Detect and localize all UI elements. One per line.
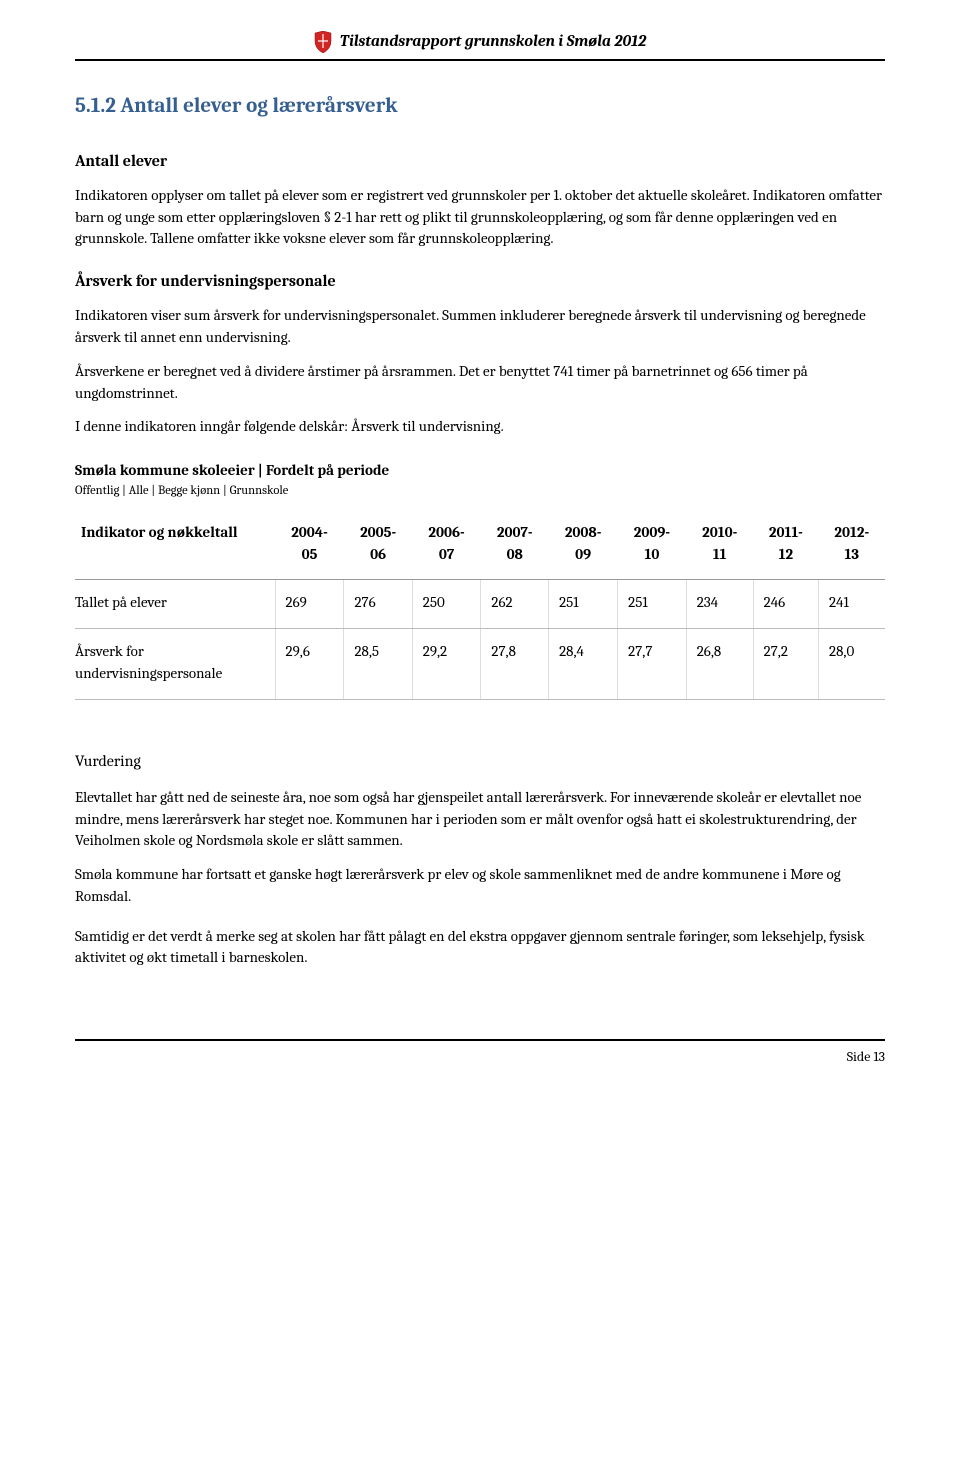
data-table: Indikator og nøkkeltall 2004-05 2005-06 …: [75, 512, 885, 700]
cell-value: 276: [344, 580, 412, 629]
table-title: Smøla kommune skoleeier | Fordelt på per…: [75, 460, 885, 482]
cell-value: 29,2: [412, 629, 481, 700]
col-header-period: 2004-05: [275, 512, 344, 580]
paragraph-aarsverk-1: Indikatoren viser sum årsverk for underv…: [75, 305, 885, 349]
header-title: Tilstandsrapport grunnskolen i Smøla 201…: [340, 30, 647, 53]
cell-value: 26,8: [686, 629, 753, 700]
col-header-period: 2010-11: [686, 512, 753, 580]
vurdering-heading: Vurdering: [75, 750, 885, 773]
table-subtitle: Offentlig | Alle | Begge kjønn | Grunnsk…: [75, 482, 885, 500]
page-number: Side 13: [75, 1047, 885, 1067]
paragraph-antall-elever: Indikatoren opplyser om tallet på elever…: [75, 185, 885, 250]
cell-value: 27,8: [481, 629, 549, 700]
header-divider: [75, 59, 885, 61]
table-row: Årsverk for undervisningspersonale 29,6 …: [75, 629, 885, 700]
period-label: 2005-06: [360, 523, 396, 563]
cell-value: 241: [819, 580, 885, 629]
col-header-period: 2005-06: [344, 512, 412, 580]
col-header-period: 2012-13: [819, 512, 885, 580]
cell-value: 250: [412, 580, 481, 629]
cell-value: 27,2: [753, 629, 818, 700]
col-header-period: 2011-12: [753, 512, 818, 580]
row-label: Tallet på elever: [75, 580, 275, 629]
row-label: Årsverk for undervisningspersonale: [75, 629, 275, 700]
vurdering-para-3: Samtidig er det verdt å merke seg at sko…: [75, 926, 885, 970]
period-label: 2004-05: [291, 523, 328, 563]
cell-value: 234: [686, 580, 753, 629]
period-label: 2010-11: [702, 523, 737, 563]
cell-value: 28,0: [819, 629, 885, 700]
vurdering-para-2: Smøla kommune har fortsatt et ganske høg…: [75, 864, 885, 908]
cell-value: 29,6: [275, 629, 344, 700]
paragraph-aarsverk-2: Årsverkene er beregnet ved å dividere år…: [75, 361, 885, 405]
cell-value: 251: [618, 580, 687, 629]
col-header-period: 2006-07: [412, 512, 481, 580]
section-heading: 5.1.2 Antall elever og lærerårsverk: [75, 91, 885, 121]
col-header-period: 2009-10: [618, 512, 687, 580]
period-label: 2012-13: [834, 523, 869, 563]
col-header-indicator: Indikator og nøkkeltall: [75, 512, 275, 580]
cell-value: 28,5: [344, 629, 412, 700]
col-header-period: 2007-08: [481, 512, 549, 580]
period-label: 2011-12: [769, 523, 803, 563]
vurdering-para-1: Elevtallet har gått ned de seineste åra,…: [75, 787, 885, 852]
cell-value: 28,4: [549, 629, 618, 700]
footer-divider: [75, 1039, 885, 1041]
col-header-period: 2008-09: [549, 512, 618, 580]
cell-value: 251: [549, 580, 618, 629]
cell-value: 262: [481, 580, 549, 629]
period-label: 2009-10: [634, 523, 670, 563]
shield-icon: [314, 31, 332, 53]
table-header-row: Indikator og nøkkeltall 2004-05 2005-06 …: [75, 512, 885, 580]
cell-value: 246: [753, 580, 818, 629]
table-row: Tallet på elever 269 276 250 262 251 251…: [75, 580, 885, 629]
period-label: 2006-07: [428, 523, 464, 563]
subheading-aarsverk: Årsverk for undervisningspersonale: [75, 270, 885, 293]
period-label: 2008-09: [565, 523, 602, 563]
page-header: Tilstandsrapport grunnskolen i Smøla 201…: [75, 30, 885, 53]
cell-value: 269: [275, 580, 344, 629]
subheading-antall-elever: Antall elever: [75, 150, 885, 173]
paragraph-aarsverk-3: I denne indikatoren inngår følgende dels…: [75, 416, 885, 438]
period-label: 2007-08: [497, 523, 533, 563]
cell-value: 27,7: [618, 629, 687, 700]
